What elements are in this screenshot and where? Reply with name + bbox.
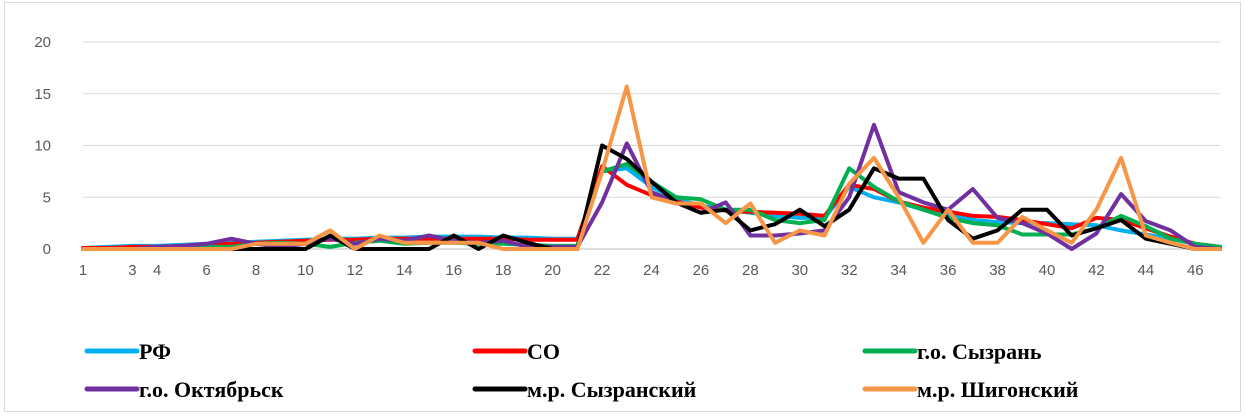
x-tick-label: 18 [495, 262, 512, 279]
x-tick-label: 40 [1039, 262, 1056, 279]
x-tick-label: 34 [890, 262, 907, 279]
x-tick-label: 6 [202, 262, 210, 279]
y-tick-label: 5 [43, 189, 51, 206]
x-tick-label: 14 [396, 262, 413, 279]
x-tick-label: 30 [791, 262, 808, 279]
x-tick-label: 24 [643, 262, 660, 279]
legend-label: СО [527, 339, 560, 364]
x-tick-label: 16 [445, 262, 462, 279]
x-tick-label: 1 [79, 262, 87, 279]
y-tick-label: 10 [34, 138, 51, 155]
x-tick-label: 22 [594, 262, 611, 279]
y-tick-label: 0 [43, 241, 51, 258]
x-tick-label: 44 [1138, 262, 1155, 279]
legend-label: РФ [139, 339, 171, 364]
legend-label: м.р. Сызранский [527, 377, 697, 402]
legend-label: г.о. Октябрьск [139, 377, 284, 402]
series-line [81, 84, 1222, 251]
x-tick-label: 20 [544, 262, 561, 279]
x-tick-label: 4 [153, 262, 161, 279]
x-tick-label: 42 [1088, 262, 1105, 279]
series-line [81, 143, 1222, 251]
x-tick-label: 8 [252, 262, 260, 279]
chart-area: 0 5 10 15 20 1 3 4 6 8 10 12 14 16 18 20 22 24 26 28 30 32 34 3… [4, 2, 1241, 412]
x-tick-label: 46 [1187, 262, 1204, 279]
x-tick-label: 10 [297, 262, 314, 279]
x-tick-label: 28 [742, 262, 759, 279]
y-tick-label: 15 [34, 86, 51, 103]
x-tick-label: 36 [940, 262, 957, 279]
x-tick-label: 38 [989, 262, 1006, 279]
y-tick-label: 20 [34, 34, 51, 51]
x-tick-label: 3 [128, 262, 136, 279]
x-tick-label: 12 [347, 262, 364, 279]
x-tick-label: 32 [841, 262, 858, 279]
legend-label: г.о. Сызрань [917, 339, 1042, 364]
legend-label: м.р. Шигонский [917, 377, 1079, 402]
x-tick-label: 26 [693, 262, 710, 279]
